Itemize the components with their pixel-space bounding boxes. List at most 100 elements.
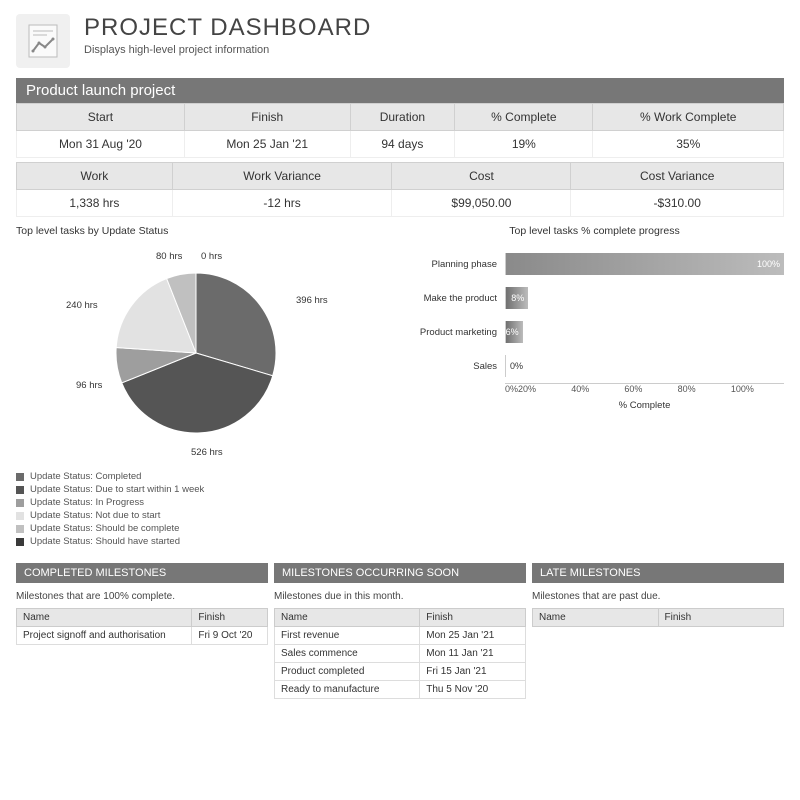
milestone-cell: Fri 15 Jan '21 — [420, 663, 526, 681]
pie-slice-label: 96 hrs — [76, 380, 103, 391]
legend-swatch — [16, 512, 24, 520]
milestones-completed: COMPLETED MILESTONES Milestones that are… — [16, 563, 268, 699]
summary-value: Mon 31 Aug '20 — [17, 131, 185, 158]
milestone-col: Name — [17, 609, 192, 627]
pie-slice-label: 526 hrs — [191, 447, 223, 458]
milestones-completed-header: COMPLETED MILESTONES — [16, 563, 268, 583]
pie-slice-label: 80 hrs — [156, 251, 183, 262]
page-header: PROJECT DASHBOARD Displays high-level pr… — [16, 14, 784, 68]
bar-track: 8% — [505, 287, 784, 309]
summary-header: Finish — [184, 104, 350, 131]
milestone-cell: Mon 11 Jan '21 — [420, 645, 526, 663]
legend-swatch — [16, 525, 24, 533]
pie-chart-title: Top level tasks by Update Status — [16, 225, 395, 237]
milestone-cell: First revenue — [275, 627, 420, 645]
pie-chart-container: Top level tasks by Update Status 396 hrs… — [16, 225, 395, 549]
bar-label: Sales — [405, 361, 505, 372]
table-row: First revenueMon 25 Jan '21 — [275, 627, 526, 645]
milestones-soon-sub: Milestones due in this month. — [274, 591, 526, 602]
summary-header: Work Variance — [172, 163, 392, 190]
bar-row: Planning phase100% — [405, 247, 784, 281]
summary-table-2: WorkWork VarianceCostCost Variance 1,338… — [16, 162, 784, 217]
bar-label: Product marketing — [405, 327, 505, 338]
legend-text: Update Status: Should be complete — [30, 523, 179, 534]
summary-header: Cost — [392, 163, 571, 190]
milestone-cell: Project signoff and authorisation — [17, 627, 192, 645]
milestones-late: LATE MILESTONES Milestones that are past… — [532, 563, 784, 699]
summary-value: -12 hrs — [172, 190, 392, 217]
summary-value: 94 days — [350, 131, 455, 158]
axis-tick: 20% — [518, 384, 571, 394]
summary-header: Duration — [350, 104, 455, 131]
pie-chart: 396 hrs 526 hrs 96 hrs 240 hrs 80 hrs 0 hrs — [66, 243, 346, 463]
bar-row: Make the product8% — [405, 281, 784, 315]
legend-swatch — [16, 538, 24, 546]
bar-chart-container: Top level tasks % complete progress Plan… — [405, 225, 784, 549]
milestones-completed-sub: Milestones that are 100% complete. — [16, 591, 268, 602]
table-row: Ready to manufactureThu 5 Nov '20 — [275, 681, 526, 699]
table-row: Project signoff and authorisationFri 9 O… — [17, 627, 268, 645]
summary-value: -$310.00 — [571, 190, 784, 217]
milestones-late-sub: Milestones that are past due. — [532, 591, 784, 602]
bar-row: Sales0% — [405, 349, 784, 383]
legend-item: Update Status: In Progress — [16, 497, 395, 508]
bar-track: 100% — [505, 253, 784, 275]
summary-value: 35% — [593, 131, 784, 158]
legend-text: Update Status: Not due to start — [30, 510, 160, 521]
milestone-col: Finish — [420, 609, 526, 627]
milestone-cell: Ready to manufacture — [275, 681, 420, 699]
legend-swatch — [16, 473, 24, 481]
milestones-late-table: NameFinish — [532, 608, 784, 627]
pie-slice-label: 0 hrs — [201, 251, 222, 262]
table-row: Product completedFri 15 Jan '21 — [275, 663, 526, 681]
bar-chart-title: Top level tasks % complete progress — [405, 225, 784, 237]
summary-value: Mon 25 Jan '21 — [184, 131, 350, 158]
table-row: Sales commenceMon 11 Jan '21 — [275, 645, 526, 663]
bar-fill: 6% — [506, 321, 523, 343]
milestones-soon-table: NameFinishFirst revenueMon 25 Jan '21Sal… — [274, 608, 526, 699]
bar-axis-label: % Complete — [505, 400, 784, 411]
milestones-late-header: LATE MILESTONES — [532, 563, 784, 583]
legend-item: Update Status: Should have started — [16, 536, 395, 547]
bar-chart: Planning phase100%Make the product8%Prod… — [405, 247, 784, 383]
summary-table-1: StartFinishDuration% Complete% Work Comp… — [16, 103, 784, 158]
axis-tick: 100% — [731, 384, 784, 394]
legend-text: Update Status: Should have started — [30, 536, 180, 547]
summary-header: % Work Complete — [593, 104, 784, 131]
legend-text: Update Status: Due to start within 1 wee… — [30, 484, 204, 495]
bar-label: Make the product — [405, 293, 505, 304]
legend-item: Update Status: Should be complete — [16, 523, 395, 534]
pie-slice-label: 396 hrs — [296, 295, 328, 306]
dashboard-icon — [16, 14, 70, 68]
legend-item: Update Status: Not due to start — [16, 510, 395, 521]
axis-tick: 80% — [678, 384, 731, 394]
bar-row: Product marketing6% — [405, 315, 784, 349]
pie-slice-label: 240 hrs — [66, 300, 98, 311]
bar-fill: 100% — [506, 253, 784, 275]
axis-tick: 40% — [571, 384, 624, 394]
milestone-cell: Sales commence — [275, 645, 420, 663]
milestone-col: Name — [275, 609, 420, 627]
axis-tick: 60% — [624, 384, 677, 394]
milestone-cell: Product completed — [275, 663, 420, 681]
pie-legend: Update Status: Completed Update Status: D… — [16, 471, 395, 547]
milestone-col: Name — [533, 609, 659, 627]
milestone-cell: Thu 5 Nov '20 — [420, 681, 526, 699]
summary-header: % Complete — [455, 104, 593, 131]
legend-swatch — [16, 486, 24, 494]
milestones-soon: MILESTONES OCCURRING SOON Milestones due… — [274, 563, 526, 699]
summary-header: Work — [17, 163, 173, 190]
summary-value: $99,050.00 — [392, 190, 571, 217]
page-title: PROJECT DASHBOARD — [84, 14, 371, 42]
bar-label: Planning phase — [405, 259, 505, 270]
milestone-col: Finish — [658, 609, 784, 627]
summary-value: 1,338 hrs — [17, 190, 173, 217]
axis-tick: 0% — [505, 384, 518, 394]
legend-item: Update Status: Completed — [16, 471, 395, 482]
summary-value: 19% — [455, 131, 593, 158]
project-title-bar: Product launch project — [16, 78, 784, 103]
legend-text: Update Status: In Progress — [30, 497, 144, 508]
bar-track: 0% — [505, 355, 784, 377]
page-subtitle: Displays high-level project information — [84, 44, 371, 56]
milestone-col: Finish — [192, 609, 268, 627]
